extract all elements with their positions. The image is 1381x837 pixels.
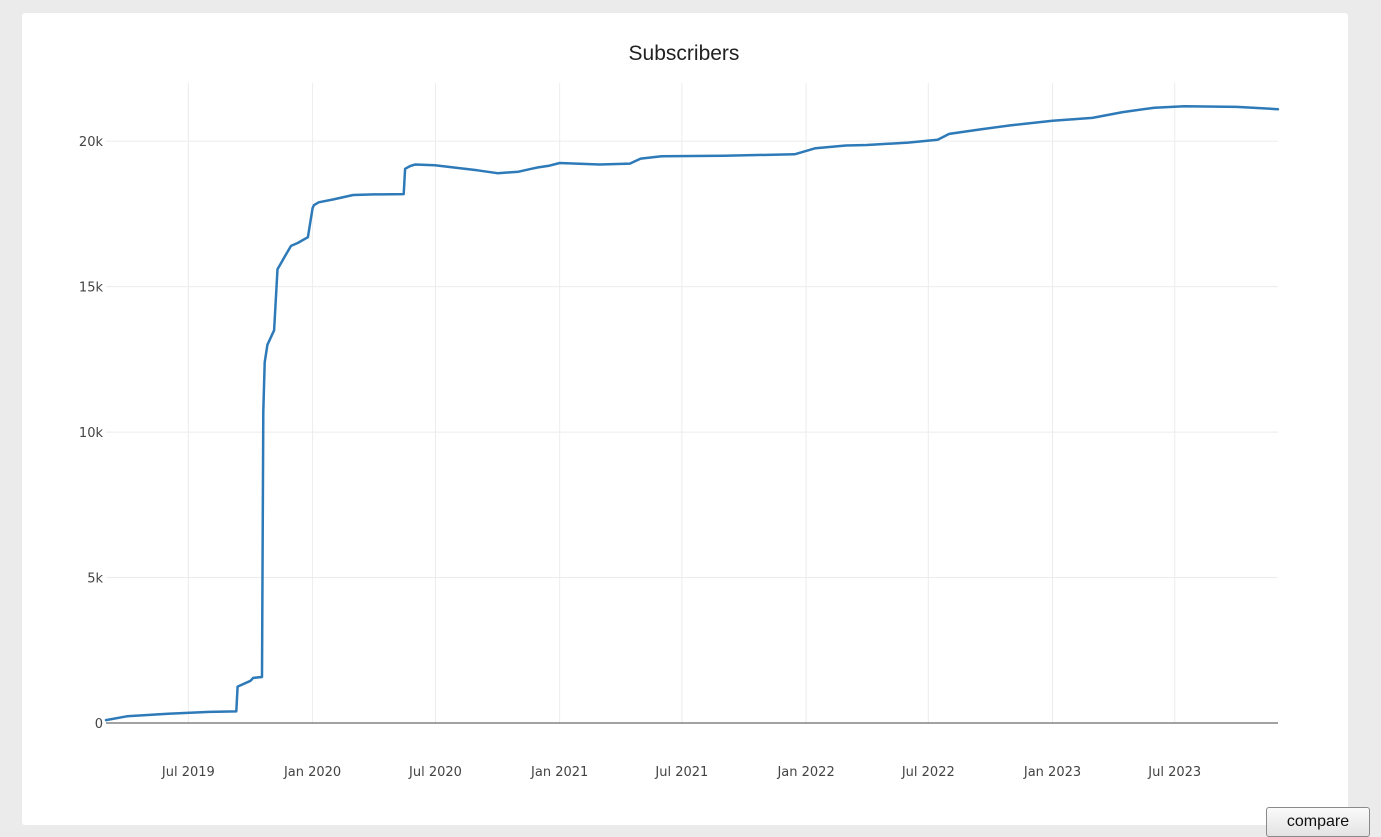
subscribers-series-line — [104, 105, 1280, 722]
y-tick-labels: 0 5k 10k 15k 20k — [79, 135, 104, 732]
y-tick-label: 10k — [79, 426, 104, 441]
x-tick-label: Jan 2021 — [530, 765, 588, 780]
y-tick-label: 0 — [95, 717, 103, 732]
x-tick-label: Jan 2022 — [776, 765, 834, 780]
series-layer — [104, 105, 1280, 722]
x-gridlines — [187, 83, 1176, 723]
x-tick-label: Jul 2023 — [1147, 765, 1201, 780]
x-tick-label: Jan 2023 — [1023, 765, 1081, 780]
subscribers-chart: 0 5k 10k 15k 20k Jul 2019 Jan 2020 Jul 2020 Jan… — [79, 42, 1280, 780]
x-tick-label: Jul 2021 — [654, 765, 708, 780]
y-gridlines — [106, 140, 1278, 579]
compare-button[interactable]: compare — [1266, 807, 1370, 837]
y-tick-label: 15k — [79, 281, 104, 296]
x-tick-label: Jul 2020 — [408, 765, 462, 780]
x-tick-label: Jul 2022 — [901, 765, 955, 780]
x-tick-labels: Jul 2019 Jan 2020 Jul 2020 Jan 2021 Jul 2021… — [161, 765, 1201, 780]
chart-title: Subscribers — [629, 42, 740, 65]
x-tick-label: Jan 2020 — [283, 765, 341, 780]
x-tick-label: Jul 2019 — [161, 765, 215, 780]
y-tick-label: 5k — [87, 572, 103, 587]
y-tick-label: 20k — [79, 135, 104, 150]
chart-card: 0 5k 10k 15k 20k Jul 2019 Jan 2020 Jul 2020 Jan… — [22, 13, 1370, 837]
